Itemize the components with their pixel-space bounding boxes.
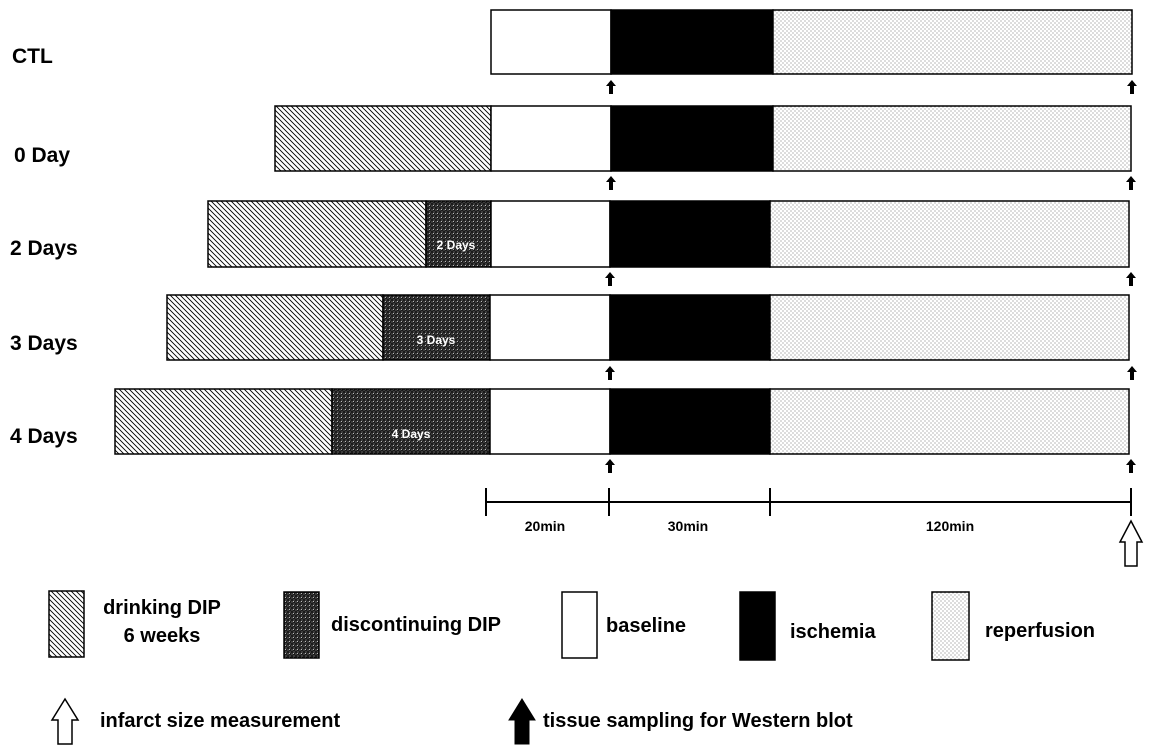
row-label-ctl: CTL xyxy=(12,45,53,68)
discontinue-bar xyxy=(425,200,492,268)
row-ctl xyxy=(490,9,1137,94)
tissue-sampling-arrow-icon xyxy=(1126,272,1136,286)
legend-reperfusion-swatch xyxy=(931,591,970,661)
ischemia-bar xyxy=(609,388,771,455)
baseline-bar xyxy=(490,200,611,268)
legend-drinking-label: drinking DIP xyxy=(103,597,221,619)
tissue-sampling-arrow-icon xyxy=(1126,176,1136,190)
baseline-bar xyxy=(489,388,611,455)
legend-reperfusion-label: reperfusion xyxy=(985,620,1095,642)
tissue-sampling-arrow-icon xyxy=(605,366,615,380)
baseline-bar xyxy=(489,294,611,361)
infarct-arrow-legend-icon xyxy=(50,697,80,745)
row-label-0-day: 0 Day xyxy=(14,144,70,167)
legend-ischemia-swatch xyxy=(739,591,776,661)
legend-infarct-label: infarct size measurement xyxy=(100,710,340,732)
legend-drinking-sublabel: 6 weeks xyxy=(124,625,201,647)
discontinue-bar xyxy=(382,294,491,361)
timeline-label-baseline: 20min xyxy=(525,518,565,534)
discontinue-label: 3 Days xyxy=(417,333,456,347)
drinking-bar xyxy=(166,294,384,361)
baseline-bar xyxy=(490,105,612,172)
baseline-bar xyxy=(490,9,612,75)
row-3-days: 3 Days xyxy=(166,294,1137,380)
discontinue-label: 4 Days xyxy=(392,427,431,441)
timeline-axis: 20min 30min 120min xyxy=(485,488,1144,567)
drinking-bar xyxy=(114,388,333,455)
legend-tissue-label: tissue sampling for Western blot xyxy=(543,710,853,732)
legend-discontinue-swatch xyxy=(283,591,320,659)
infarct-measurement-arrow-icon xyxy=(1118,519,1144,567)
ischemia-bar xyxy=(610,105,774,172)
tissue-sampling-arrow-icon xyxy=(606,80,616,94)
legend-ischemia-label: ischemia xyxy=(790,621,876,643)
discontinue-label: 2 Days xyxy=(437,238,476,252)
tissue-sampling-arrow-icon xyxy=(605,272,615,286)
row-label-4-days: 4 Days xyxy=(10,425,78,448)
drinking-bar xyxy=(207,200,427,268)
tissue-arrow-legend-icon xyxy=(508,698,536,745)
tissue-sampling-arrow-icon xyxy=(605,459,615,473)
tissue-sampling-arrow-icon xyxy=(1127,366,1137,380)
row-2-days: 2 Days xyxy=(207,200,1136,286)
timeline-label-ischemia: 30min xyxy=(668,518,708,534)
reperfusion-bar xyxy=(772,9,1133,75)
reperfusion-bar xyxy=(772,105,1132,172)
tissue-sampling-arrow-icon xyxy=(1127,80,1137,94)
reperfusion-bar xyxy=(769,200,1130,268)
row-4-days: 4 Days xyxy=(114,388,1136,473)
reperfusion-bar xyxy=(769,294,1130,361)
drinking-bar xyxy=(274,105,492,172)
tissue-sampling-arrow-icon xyxy=(606,176,616,190)
tissue-sampling-arrow-icon xyxy=(1126,459,1136,473)
row-0-day xyxy=(274,105,1136,190)
discontinue-bar xyxy=(331,388,491,455)
ischemia-bar xyxy=(609,294,771,361)
timeline-label-reperfusion: 120min xyxy=(926,518,974,534)
legend: drinking DIP 6 weeks discontinuing DIP b… xyxy=(48,590,1095,745)
legend-discontinue-label: discontinuing DIP xyxy=(331,614,501,636)
legend-baseline-label: baseline xyxy=(606,615,686,637)
row-label-2-days: 2 Days xyxy=(10,237,78,260)
reperfusion-bar xyxy=(769,388,1130,455)
legend-drinking-swatch xyxy=(48,590,85,658)
ischemia-bar xyxy=(609,200,771,268)
ischemia-bar xyxy=(610,9,774,75)
legend-baseline-swatch xyxy=(561,591,598,659)
row-label-3-days: 3 Days xyxy=(10,332,78,355)
